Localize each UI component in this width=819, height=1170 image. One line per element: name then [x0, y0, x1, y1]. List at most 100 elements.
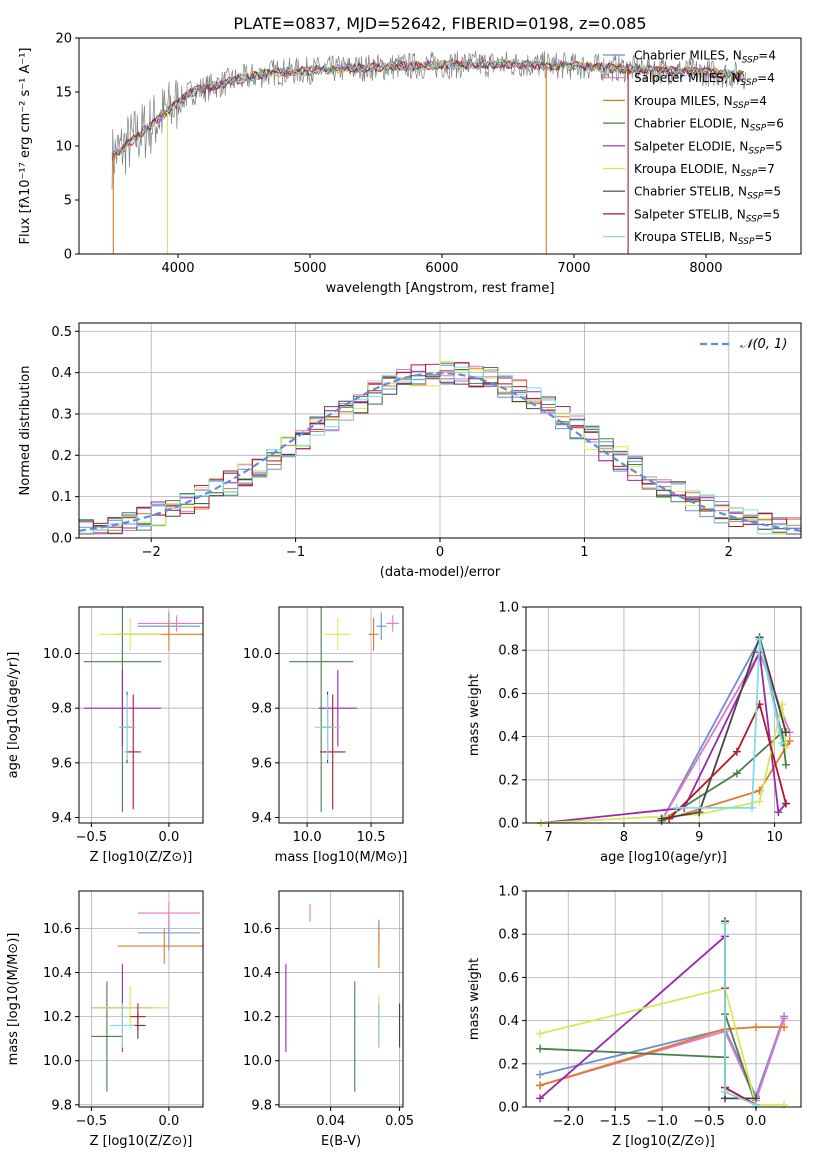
weight_vs_age-marker-8-1 [748, 803, 757, 812]
normal-reference-curve [78, 371, 802, 532]
weight_vs_age-series-3 [661, 730, 787, 822]
spectrum-legend-label-7: Salpeter STELIB, NSSP=5 [634, 207, 780, 224]
spectrum-ytick-label-3: 15 [55, 86, 72, 101]
weight_vs_age-marker-3-3 [781, 760, 790, 769]
weight_vs_Z-marker-0-0 [536, 1070, 545, 1079]
weight_vs_Z-series-1 [539, 1018, 785, 1103]
legend-ssp-subscript: SSP [733, 101, 750, 111]
spectrum-legend-label-6: Chabrier STELIB, NSSP=5 [634, 185, 781, 202]
weight_vs_Z-ytick-label-0: 0.0 [498, 1101, 519, 1116]
weight_vs_age-ytick-label-2: 0.4 [498, 730, 519, 745]
age_vs_Z-ylabel: age [log10(age/yr)] [6, 652, 21, 779]
age_vs_mass-xtick-label-0: 10.0 [293, 830, 322, 845]
weight_vs_Z-xtick-label-2: −1.0 [646, 1114, 678, 1129]
legend-nssp-value: =4 [758, 49, 776, 63]
weight_vs_age-marker-8-2 [755, 635, 764, 644]
weight_vs_age-xtick-label-0: 7 [544, 830, 552, 845]
weight_vs_age-marker-2-2 [785, 736, 794, 745]
weight_vs_age-series-5 [541, 703, 787, 824]
legend-model-name: Kroupa ELODIE, N [634, 162, 741, 176]
residuals-xtick-label-3: 1 [580, 545, 588, 560]
legend-model-name: Salpeter ELODIE, N [634, 139, 748, 153]
spectrum-legend-label-2: Kroupa MILES, NSSP=4 [634, 94, 767, 111]
weight_vs_Z-marker-2-2 [751, 1023, 760, 1032]
weight_vs_age-xtick-label-1: 8 [620, 830, 628, 845]
legend-nssp-value: =4 [757, 71, 775, 85]
residuals-ytick-label-3: 0.3 [51, 407, 72, 422]
spectrum-xtick-label-3: 7000 [557, 261, 590, 276]
legend-ssp-subscript: SSP [738, 237, 755, 247]
weight_vs_Z-marker-2-3 [780, 1023, 789, 1032]
weight_vs_age-ytick-label-5: 1.0 [498, 601, 519, 616]
weight_vs_age-series-6 [661, 634, 787, 820]
residuals-ylabel: Normed distribution [18, 366, 33, 496]
mass_vs_Z-ytick-label-1: 10.0 [43, 1054, 72, 1069]
weight_vs_Z-xlabel: Z [log10(Z/Z⊙)] [612, 1134, 715, 1149]
age_vs_mass-ytick-label-1: 9.6 [251, 756, 272, 771]
weight_vs_Z-xtick-label-4: 0.0 [746, 1114, 767, 1129]
mass_vs_EBV-xlabel: E(B-V) [321, 1134, 361, 1149]
age_vs_mass-ytick-label-2: 9.8 [251, 702, 272, 717]
mass_vs_EBV-xtick-label-1: 0.05 [385, 1114, 414, 1129]
weight_vs_Z-marker-5-0 [536, 1029, 545, 1038]
legend-nssp-value: =5 [764, 185, 782, 199]
weight_vs_Z-marker-3-0 [536, 1044, 545, 1053]
residuals-ytick-label-1: 0.1 [51, 490, 72, 505]
weight_vs_age-series-4 [541, 649, 787, 824]
weight_vs_age-marker-7-0 [665, 814, 674, 823]
spectrum-panel: 4000 5000 6000 7000 8000 0 5 10 15 20 wavelength [… [18, 32, 802, 296]
age_vs_Z-xtick-label-0: −0.5 [76, 830, 108, 845]
weight_vs_age-ytick-label-1: 0.2 [498, 773, 519, 788]
weight_vs_Z-marker-5-3 [780, 1100, 789, 1109]
weight_vs_Z-series-5 [539, 987, 785, 1106]
weight_vs_age-xtick-label-3: 10 [766, 830, 783, 845]
mass-vs-metallicity-panel: −0.5 0.0 9.8 10.0 10.2 10.4 10.6 Z [log10(Z/Z⊙)… [6, 890, 204, 1149]
weight_vs_Z-xtick-label-0: −2.0 [552, 1114, 584, 1129]
spectrum-ytick-label-4: 20 [55, 32, 72, 47]
legend-nssp-value: =6 [766, 117, 784, 131]
spectrum-ylabel: Flux [fλ10⁻¹⁷ erg cm⁻² s⁻¹ A⁻¹] [18, 48, 33, 245]
age_vs_mass-ytick-label-0: 9.4 [251, 811, 272, 826]
mass_vs_Z-ytick-label-0: 9.8 [51, 1098, 72, 1113]
legend-model-name: Kroupa STELIB, N [634, 230, 738, 244]
weight_vs_age-marker-3-1 [732, 769, 741, 778]
weight_vs_age-marker-6-1 [695, 808, 704, 817]
weight_vs_age-series-7 [668, 701, 787, 820]
weight_vs_age-ytick-label-3: 0.6 [498, 687, 519, 702]
weight_vs_age-marker-6-3 [781, 728, 790, 737]
weight_vs_Z-xtick-label-3: −0.5 [693, 1114, 725, 1129]
weight_vs_age-ylabel: mass weight [467, 674, 482, 756]
mass_vs_Z-frame [78, 890, 204, 1108]
mass_vs_EBV-ytick-label-1: 10.0 [243, 1054, 272, 1069]
legend-nssp-value: =5 [762, 207, 780, 221]
residuals-xtick-label-0: −2 [142, 545, 161, 560]
weight_vs_age-series-8 [676, 639, 784, 809]
age_vs_mass-xtick-label-1: 10.5 [357, 830, 386, 845]
weight_vs_age-ytick-label-4: 0.8 [498, 644, 519, 659]
age_vs_Z-xlabel: Z [log10(Z/Z⊙)] [90, 850, 193, 865]
weight_vs_age-marker-4-3 [774, 808, 783, 817]
weight_vs_age-marker-6-0 [657, 814, 666, 823]
mass_vs_Z-ytick-label-3: 10.4 [43, 966, 72, 981]
weight_vs_Z-frame [525, 890, 802, 1108]
mass_vs_EBV-ytick-label-2: 10.2 [243, 1010, 272, 1025]
mass_vs_Z-xtick-label-0: −0.5 [76, 1114, 108, 1129]
weight_vs_age-frame [525, 606, 802, 824]
legend-nssp-value: =5 [754, 230, 772, 244]
mass_vs_Z-ytick-label-2: 10.2 [43, 1010, 72, 1025]
weight_vs_Z-marker-1-3 [780, 1014, 789, 1023]
weight_vs_Z-ytick-label-1: 0.2 [498, 1057, 519, 1072]
legend-model-name: Chabrier STELIB, N [634, 185, 747, 199]
age_vs_mass-ytick-label-3: 10.0 [243, 647, 272, 662]
legend-model-name: Kroupa MILES, N [634, 94, 733, 108]
weight_vs_age-marker-5-3 [778, 700, 787, 709]
residuals-ytick-label-5: 0.5 [51, 325, 72, 340]
spectrum-xtick-label-4: 8000 [689, 261, 722, 276]
residuals-xtick-label-2: 0 [436, 545, 444, 560]
residual-histogram-8 [79, 366, 801, 535]
mass_vs_EBV-ytick-label-4: 10.6 [243, 922, 272, 937]
weight_vs_age-marker-5-2 [755, 797, 764, 806]
residuals-xlabel: (data-model)/error [380, 565, 501, 580]
legend-model-name: Salpeter MILES, N [634, 71, 741, 85]
